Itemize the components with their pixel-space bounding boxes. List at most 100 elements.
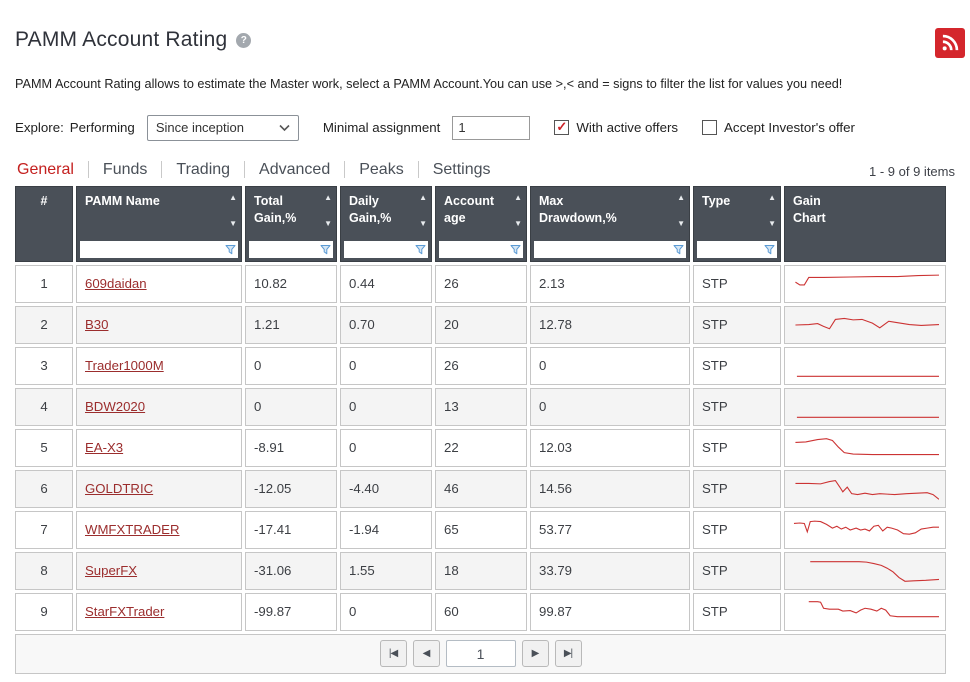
cell-gain-chart: [784, 469, 946, 508]
gain-sparkline-chart: [791, 557, 939, 585]
cell-daily-gain: 0.70: [340, 305, 432, 344]
cell-account-age: 60: [435, 592, 527, 631]
checkbox-box[interactable]: [702, 120, 718, 135]
column-header-label: Gain Chart: [793, 193, 826, 226]
checkbox-label: Accept Investor's offer: [724, 120, 855, 135]
filter-funnel-icon[interactable]: [415, 244, 426, 255]
last-page-button[interactable]: ▶|: [554, 640, 582, 667]
sort-desc-icon[interactable]: ▼: [677, 218, 685, 228]
column-header-account_age[interactable]: Account age ▲ ▼: [435, 185, 527, 262]
cell-type: STP: [693, 551, 781, 590]
rss-icon[interactable]: [935, 28, 965, 58]
sort-asc-icon[interactable]: ▲: [514, 192, 522, 202]
tab-separator: [417, 161, 419, 178]
minimal-assignment-input[interactable]: [452, 115, 531, 140]
cell-max-drawdown: 53.77: [530, 510, 690, 549]
cell-gain-chart: [784, 551, 946, 590]
checkbox-with-active-offers[interactable]: ✓ With active offers: [554, 120, 678, 135]
sort-desc-icon[interactable]: ▼: [514, 218, 522, 228]
cell-account-age: 20: [435, 305, 527, 344]
filter-funnel-icon[interactable]: [510, 244, 521, 255]
pamm-account-link[interactable]: SuperFX: [85, 563, 138, 578]
filter-funnel-icon[interactable]: [764, 244, 775, 255]
column-filter-input-type[interactable]: [697, 240, 777, 258]
page-number-input[interactable]: [445, 640, 516, 667]
tab-general[interactable]: General: [17, 160, 74, 178]
column-header-name[interactable]: PAMM Name ▲ ▼: [76, 185, 242, 262]
table-footer-row: |◀◀ ▶▶|: [15, 633, 946, 674]
column-filter: [439, 240, 523, 258]
sort-asc-icon[interactable]: ▲: [677, 192, 685, 202]
tab-peaks[interactable]: Peaks: [359, 160, 404, 178]
column-filter-input-max_drawdown[interactable]: [534, 240, 686, 258]
cell-max-drawdown: 0: [530, 346, 690, 385]
sort-asc-icon[interactable]: ▲: [768, 192, 776, 202]
pamm-account-link[interactable]: B30: [85, 317, 109, 332]
performing-select[interactable]: Since inception: [146, 114, 299, 141]
pamm-account-link[interactable]: BDW2020: [85, 399, 146, 414]
tab-trading[interactable]: Trading: [176, 160, 231, 178]
pamm-account-link[interactable]: StarFXTrader: [85, 604, 165, 619]
sort-asc-icon[interactable]: ▲: [229, 192, 237, 202]
table-row: 6 GOLDTRIC -12.05 -4.40 46 14.56 STP: [15, 469, 946, 508]
pamm-account-link[interactable]: EA-X3: [85, 440, 124, 455]
cell-max-drawdown: 2.13: [530, 264, 690, 303]
first-page-button[interactable]: |◀: [379, 640, 407, 667]
cell-daily-gain: 0: [340, 346, 432, 385]
column-filter-input-daily_gain[interactable]: [344, 240, 428, 258]
page-title: PAMM Account Rating: [15, 28, 228, 51]
tab-settings[interactable]: Settings: [432, 160, 491, 178]
cell-daily-gain: 0.44: [340, 264, 432, 303]
help-icon[interactable]: ?: [236, 32, 252, 48]
table-row: 9 StarFXTrader -99.87 0 60 99.87 STP: [15, 592, 946, 631]
sort-asc-icon[interactable]: ▲: [419, 192, 427, 202]
items-count: 1 - 9 of 9 items: [869, 163, 955, 179]
cell-pamm-name: SuperFX: [76, 551, 242, 590]
tab-separator: [344, 161, 346, 178]
cell-row-number: 3: [15, 346, 73, 385]
sort-desc-icon[interactable]: ▼: [324, 218, 332, 228]
column-header-daily_gain[interactable]: Daily Gain,% ▲ ▼: [340, 185, 432, 262]
previous-page-button[interactable]: ◀: [412, 640, 440, 667]
next-page-button[interactable]: ▶: [521, 640, 549, 667]
filter-funnel-icon[interactable]: [673, 244, 684, 255]
sort-desc-icon[interactable]: ▼: [229, 218, 237, 228]
cell-row-number: 9: [15, 592, 73, 631]
gain-sparkline-chart: [791, 598, 939, 626]
pamm-account-link[interactable]: WMFXTRADER: [85, 522, 180, 537]
column-header-chart: Gain Chart: [784, 185, 946, 262]
filter-funnel-icon[interactable]: [225, 244, 236, 255]
cell-daily-gain: 0: [340, 592, 432, 631]
column-header-total_gain[interactable]: Total Gain,% ▲ ▼: [245, 185, 337, 262]
sort-desc-icon[interactable]: ▼: [419, 218, 427, 228]
pamm-account-link[interactable]: GOLDTRIC: [85, 481, 154, 496]
table-row: 1 609daidan 10.82 0.44 26 2.13 STP: [15, 264, 946, 303]
cell-account-age: 26: [435, 264, 527, 303]
checkbox-accept-investor-s-offer[interactable]: Accept Investor's offer: [702, 120, 855, 135]
pamm-rating-table: # PAMM Name ▲ ▼ Total Gain,% ▲ ▼ Daily Gain,% ▲ ▼…: [12, 183, 949, 677]
cell-type: STP: [693, 387, 781, 426]
column-header-max_drawdown[interactable]: Max Drawdown,% ▲ ▼: [530, 185, 690, 262]
tab-advanced[interactable]: Advanced: [259, 160, 331, 178]
cell-type: STP: [693, 469, 781, 508]
cell-max-drawdown: 99.87: [530, 592, 690, 631]
pagination: |◀◀ ▶▶|: [16, 640, 945, 667]
column-header-type[interactable]: Type ▲ ▼: [693, 185, 781, 262]
page-header: PAMM Account Rating ?: [15, 28, 957, 52]
checkbox-box[interactable]: ✓: [554, 120, 570, 135]
pamm-account-link[interactable]: 609daidan: [85, 276, 147, 291]
sort-desc-icon[interactable]: ▼: [768, 218, 776, 228]
tabs-row: General Funds Trading Advanced Peaks Settings…: [15, 161, 957, 179]
column-filter-input-total_gain[interactable]: [249, 240, 333, 258]
column-filter-input-account_age[interactable]: [439, 240, 523, 258]
cell-daily-gain: -4.40: [340, 469, 432, 508]
column-filter-input-name[interactable]: [80, 240, 238, 258]
tab-funds[interactable]: Funds: [102, 160, 148, 178]
gain-sparkline-chart: [791, 352, 939, 380]
cell-account-age: 65: [435, 510, 527, 549]
filter-funnel-icon[interactable]: [320, 244, 331, 255]
cell-pamm-name: 609daidan: [76, 264, 242, 303]
cell-max-drawdown: 0: [530, 387, 690, 426]
sort-asc-icon[interactable]: ▲: [324, 192, 332, 202]
pamm-account-link[interactable]: Trader1000M: [85, 358, 164, 373]
